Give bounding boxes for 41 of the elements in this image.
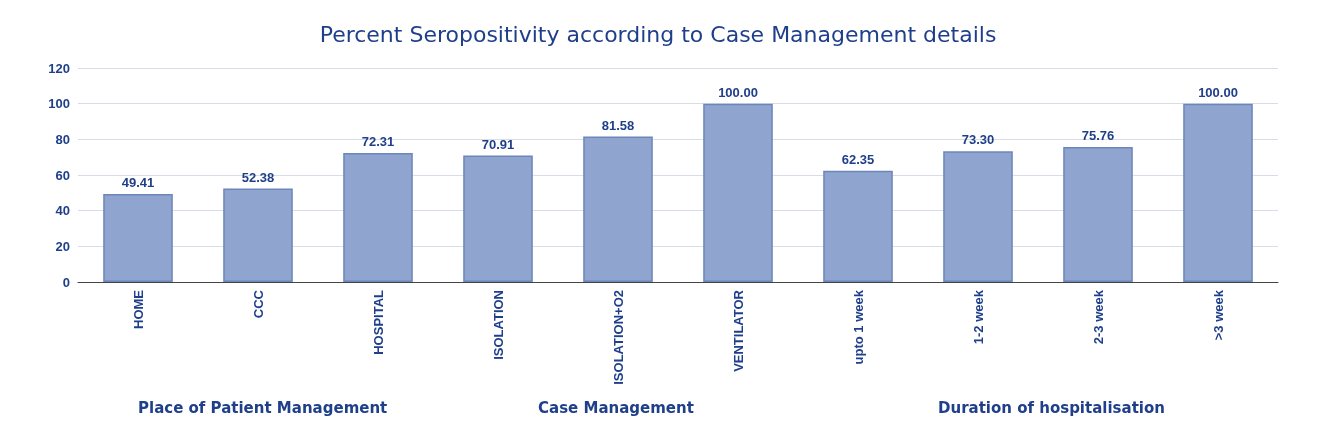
y-tick-label: 60 <box>55 167 70 183</box>
data-label: 72.31 <box>361 134 395 150</box>
bar <box>223 188 293 282</box>
bar <box>1063 146 1133 282</box>
text: Case Management <box>538 398 694 417</box>
x-tick-label: HOSPITAL <box>370 289 386 355</box>
text: Place of Patient Management <box>138 398 388 417</box>
x-tick-label: CCC <box>250 289 266 319</box>
x-tick-label: VENTILATOR <box>730 289 746 372</box>
x-tick-label: 1-2 week <box>970 289 986 345</box>
x-tick-label: 2-3 week <box>1090 289 1106 345</box>
data-label: 73.30 <box>961 132 995 148</box>
data-label: 49.41 <box>121 174 155 190</box>
bar <box>943 151 1013 282</box>
chart-title: Percent Seropositivity according to Case Management details <box>319 21 997 47</box>
data-label: 62.35 <box>841 151 875 167</box>
y-tick-label: 100 <box>48 96 70 112</box>
y-tick-label: 80 <box>55 131 70 147</box>
bar <box>103 193 173 282</box>
y-tick-label: 0 <box>62 274 70 290</box>
data-label: 100.00 <box>1198 84 1238 100</box>
y-tick-label: 40 <box>55 203 70 219</box>
y-tick-label: 20 <box>55 238 70 254</box>
bar <box>1183 103 1253 282</box>
x-tick-label: upto 1 week <box>850 289 866 365</box>
x-tick-label: ISOLATION <box>490 290 506 360</box>
y-tick-label: 120 <box>48 60 70 76</box>
bar <box>823 170 893 282</box>
x-tick-label: >3 week <box>1210 289 1226 341</box>
x-tick-label: HOME <box>130 289 146 329</box>
data-label: 52.38 <box>241 169 275 185</box>
bar <box>343 153 413 282</box>
data-label: 70.91 <box>481 136 515 152</box>
text: Duration of hospitalisation <box>938 398 1165 417</box>
bar <box>583 136 653 282</box>
data-label: 81.58 <box>601 117 635 133</box>
bar <box>703 103 773 282</box>
data-label: 75.76 <box>1081 127 1115 143</box>
bar <box>463 155 533 282</box>
data-label: 100.00 <box>718 84 758 100</box>
x-tick-label: ISOLATION+O2 <box>610 290 626 385</box>
